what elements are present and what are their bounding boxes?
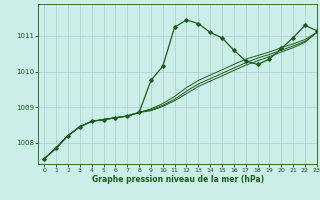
X-axis label: Graphe pression niveau de la mer (hPa): Graphe pression niveau de la mer (hPa) [92,175,264,184]
